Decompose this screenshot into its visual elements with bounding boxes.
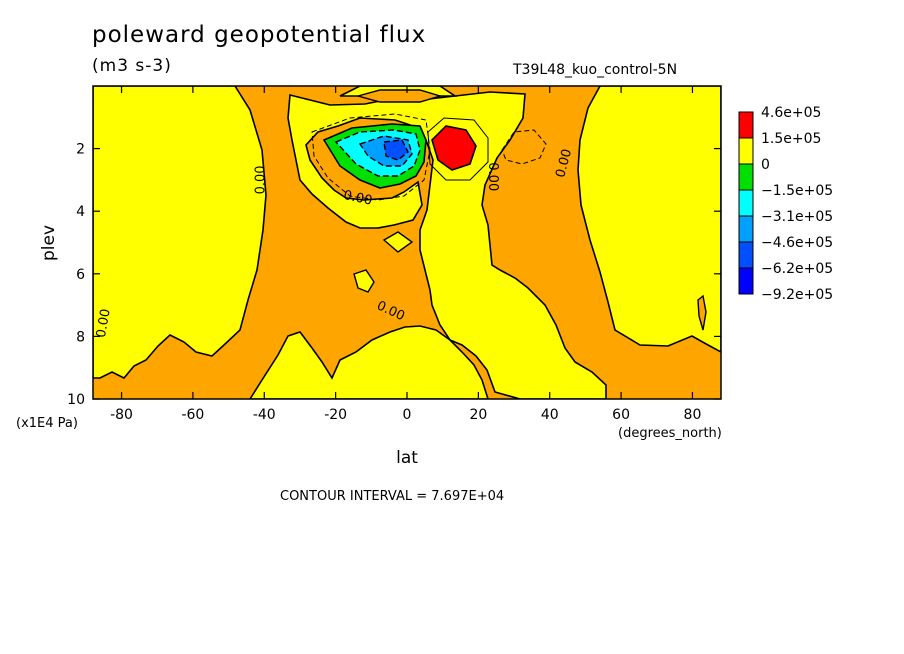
- x-tick-label: 80: [684, 407, 702, 423]
- contour-label: 0.00: [94, 308, 114, 339]
- legend-label: −6.2e+05: [761, 261, 833, 277]
- field-negative-4: [383, 139, 409, 161]
- x-unit-note: (degrees_north): [618, 426, 722, 441]
- x-axis-label: lat: [396, 448, 418, 468]
- x-tick-label: 0: [403, 407, 412, 423]
- contour-interval: CONTOUR INTERVAL = 7.697E+04: [280, 489, 505, 504]
- x-tick-label: 20: [469, 407, 487, 423]
- contour-fields: [93, 86, 721, 399]
- contour-weak-negative-east: [501, 129, 547, 165]
- field-strong-positive: [431, 125, 477, 171]
- x-tick-label: -60: [181, 407, 204, 423]
- x-tick-label: 60: [612, 407, 630, 423]
- legend-label: −3.1e+05: [761, 209, 833, 225]
- legend-swatch: [738, 189, 754, 217]
- legend-swatch: [738, 163, 754, 191]
- y-tick-label: 8: [76, 329, 85, 345]
- contour-label: 0.00: [342, 188, 373, 209]
- x-tick-label: 40: [541, 407, 559, 423]
- legend-label: 0: [761, 157, 770, 173]
- x-tick-label: -80: [110, 407, 133, 423]
- y-tick-label: 6: [76, 267, 85, 283]
- legend-swatch: [738, 241, 754, 269]
- y-tick-label: 4: [76, 204, 85, 220]
- legend-label: −1.5e+05: [761, 183, 833, 199]
- field-island-2: [353, 269, 375, 293]
- field-near-zero-west: [93, 86, 267, 379]
- y-unit-note: (x1E4 Pa): [16, 416, 78, 431]
- contour-negative-outer: [311, 113, 431, 201]
- x-tick-label: -40: [253, 407, 276, 423]
- legend: 4.6e+05 1.5e+05 0 −1.5e+05 −3.1e+05 −4.6e+05 −…: [738, 105, 833, 303]
- legend-label: 1.5e+05: [761, 131, 821, 147]
- legend-swatch: [738, 137, 754, 165]
- legend-label: −4.6e+05: [761, 235, 833, 251]
- run-label: T39L48_kuo_control-5N: [513, 62, 678, 78]
- field-near-zero-lower: [249, 325, 489, 399]
- contour-label: 0.00: [253, 165, 268, 194]
- field-near-zero-east: [577, 86, 721, 353]
- x-tick-label: -20: [324, 407, 347, 423]
- y-axis-label: plev: [39, 225, 59, 261]
- legend-swatch: [738, 267, 754, 295]
- legend-swatch: [738, 215, 754, 243]
- contour-label: 0.00: [553, 147, 575, 179]
- y-tick-label: 10: [67, 392, 85, 408]
- contour-positive-outer: [427, 117, 489, 181]
- axis-ticks: -80 -60 -40 -20 0 20 40 60 80 2 4 6 8 10: [67, 86, 721, 423]
- field-island-1: [382, 231, 414, 253]
- chart-title: poleward geopotential flux: [92, 22, 427, 48]
- field-near-zero-center: [287, 91, 607, 399]
- legend-swatch: [738, 111, 754, 139]
- field-top-blob: [355, 89, 443, 103]
- field-island-3: [697, 294, 707, 331]
- contour-label: 0.00: [485, 162, 500, 191]
- chart-units: (m3 s-3): [92, 56, 172, 76]
- legend-label: 4.6e+05: [761, 105, 821, 121]
- legend-label: −9.2e+05: [761, 287, 833, 303]
- y-tick-label: 2: [76, 142, 85, 158]
